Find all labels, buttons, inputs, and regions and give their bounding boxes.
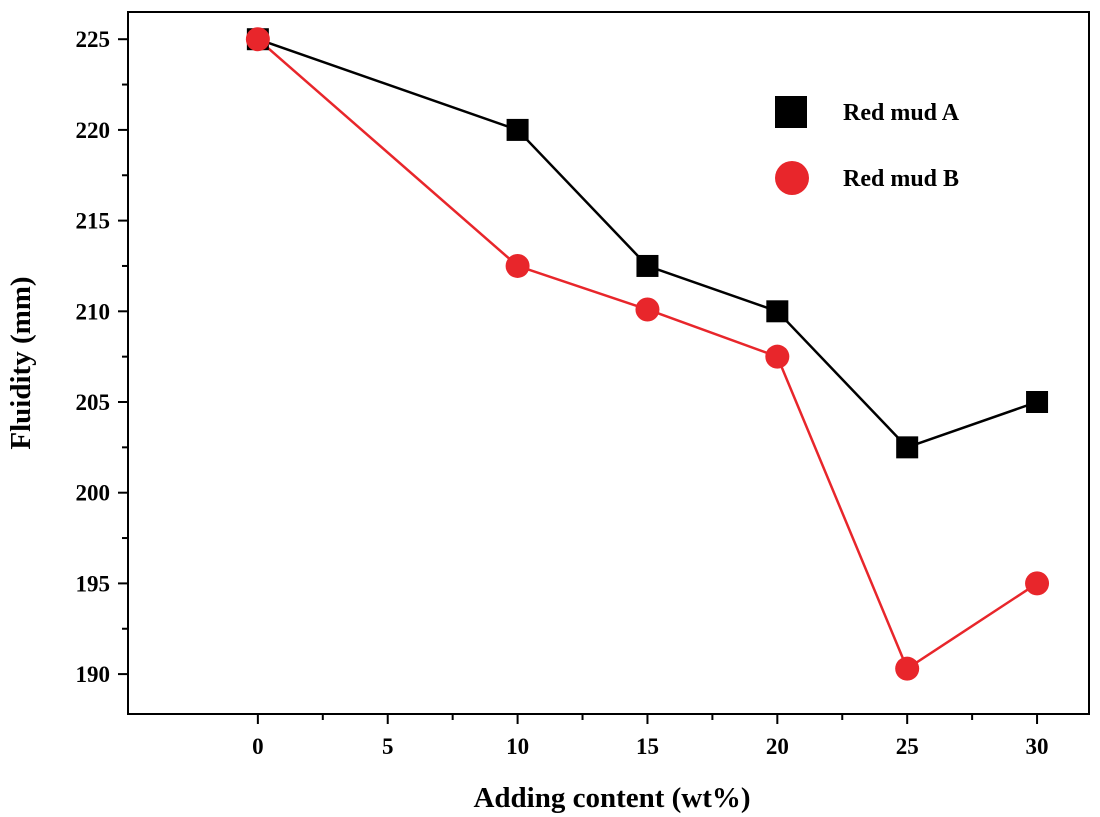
y-tick-label-205: 205: [76, 390, 111, 415]
y-tick-label-200: 200: [76, 481, 111, 506]
x-tick-label-0: 0: [252, 734, 264, 759]
x-tick-label-25: 25: [896, 734, 919, 759]
series-line-1: [257, 38, 1038, 671]
legend-circle-icon: [775, 161, 809, 195]
x-axis-title: Adding content (wt%): [473, 782, 750, 814]
y-axis-title: Fluidity (mm): [5, 276, 37, 449]
series-a-point: [506, 118, 529, 141]
x-tick-label-30: 30: [1026, 734, 1049, 759]
series-lines: [257, 38, 1038, 671]
x-tick-label-20: 20: [766, 734, 789, 759]
plot-frame: [127, 11, 1090, 715]
series-line-0: [257, 38, 1038, 449]
x-tick-label-5: 5: [382, 734, 394, 759]
y-tick-label-210: 210: [76, 299, 111, 324]
y-tick-label-195: 195: [76, 571, 111, 596]
y-tick-label-190: 190: [76, 662, 111, 687]
y-tick-label-220: 220: [76, 118, 111, 143]
series-b-point: [635, 297, 660, 322]
legend-label-1: Red mud B: [843, 166, 959, 192]
legend-square-icon: [775, 96, 807, 128]
legend: Red mud A Red mud B: [775, 96, 960, 195]
series-a-point: [896, 436, 919, 459]
series-b-point: [245, 27, 270, 52]
series-b-point: [505, 253, 530, 278]
legend-label-0: Red mud A: [843, 100, 960, 126]
series-markers: [245, 27, 1050, 681]
x-tick-label-10: 10: [506, 734, 529, 759]
series-b-point: [765, 344, 790, 369]
series-b-point: [895, 656, 920, 681]
y-tick-label-215: 215: [76, 209, 111, 234]
series-a-point: [766, 300, 789, 323]
axis-ticks: 0 5 10 15 20 25 30 190 195 200 205 210 215 220 225: [76, 27, 1049, 759]
y-tick-label-225: 225: [76, 27, 111, 52]
series-a-point: [636, 254, 659, 277]
series-a-point: [1026, 391, 1049, 413]
x-tick-label-15: 15: [636, 734, 659, 759]
series-b-point: [1025, 571, 1050, 596]
